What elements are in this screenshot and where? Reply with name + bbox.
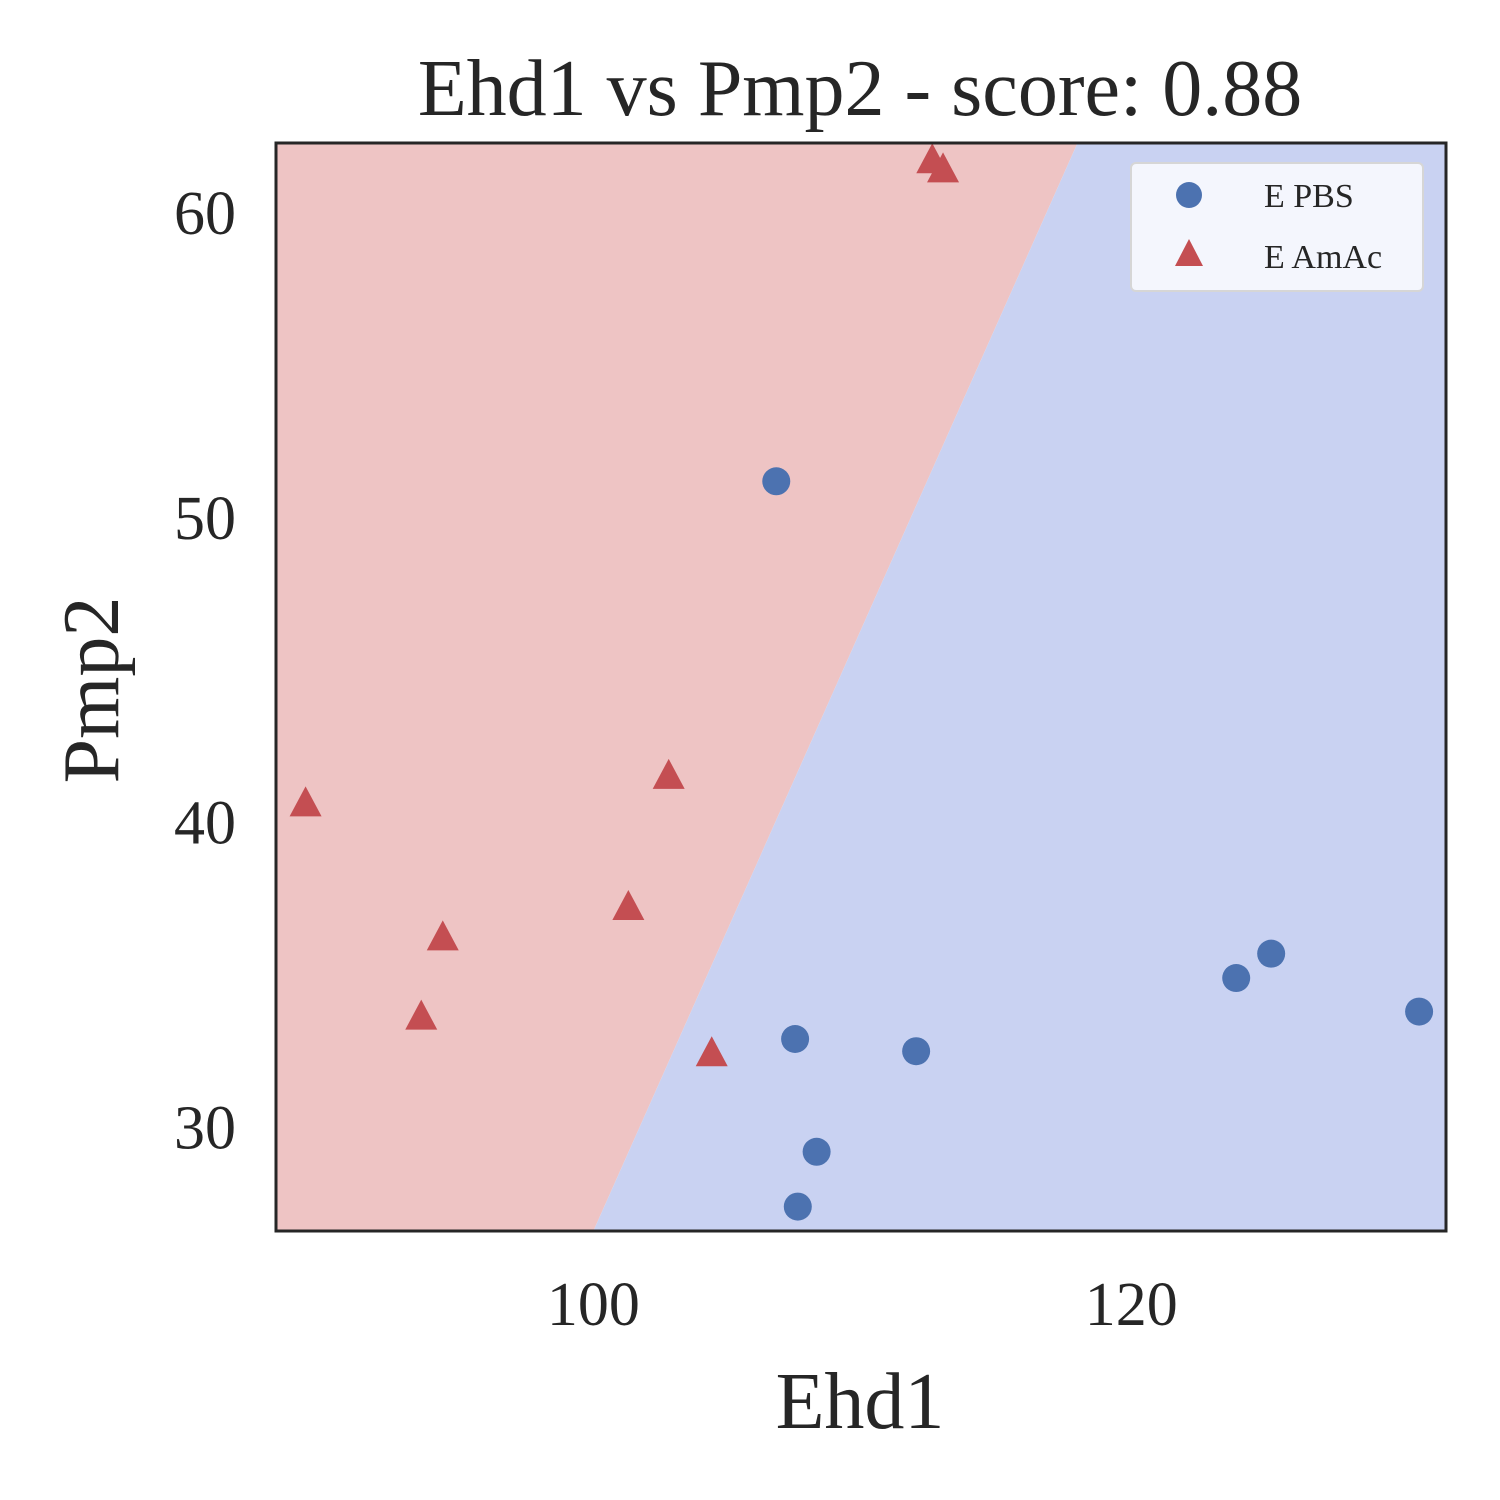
data-point: [695, 1036, 728, 1067]
y-tick-label: 50: [174, 485, 236, 553]
y-tick-label: 40: [174, 790, 236, 858]
x-tick-label: 100: [547, 1271, 640, 1339]
legend: E PBS E AmAc: [1130, 162, 1424, 292]
legend-marker-triangle: [1175, 239, 1203, 266]
data-point: [783, 1192, 812, 1221]
region-right: [593, 143, 1446, 1231]
y-axis-ticks: 30 40 50 60: [174, 180, 236, 1162]
chart-title: Ehd1 vs Pmp2 - score: 0.88: [418, 45, 1302, 133]
data-points: [289, 143, 1434, 1221]
legend-label-series-1: E PBS: [1264, 178, 1354, 215]
data-point: [652, 758, 685, 789]
data-point: [612, 889, 645, 920]
legend-marker-circle: [1176, 182, 1202, 208]
data-point: [289, 786, 322, 817]
data-point: [1405, 997, 1434, 1026]
decision-regions: [276, 143, 1446, 1231]
x-tick-label: 120: [1085, 1271, 1178, 1339]
data-point: [405, 999, 438, 1030]
data-point: [927, 152, 960, 183]
data-point: [1257, 939, 1286, 968]
data-point: [781, 1025, 810, 1053]
data-point: [902, 1037, 931, 1066]
legend-label-series-2: E AmAc: [1264, 239, 1382, 276]
data-point: [1222, 964, 1251, 993]
region-left: [276, 143, 1078, 1231]
data-point: [426, 920, 459, 951]
x-axis-label: Ehd1: [776, 1358, 945, 1446]
x-axis-ticks: 100 120: [547, 1271, 1178, 1339]
data-point: [802, 1137, 831, 1166]
y-axis-label: Pmp2: [48, 597, 136, 784]
data-point: [762, 467, 791, 496]
legend-box: [1130, 162, 1424, 292]
y-tick-label: 30: [174, 1094, 236, 1162]
plot-frame: [274, 141, 1448, 1233]
y-tick-label: 60: [174, 180, 236, 248]
